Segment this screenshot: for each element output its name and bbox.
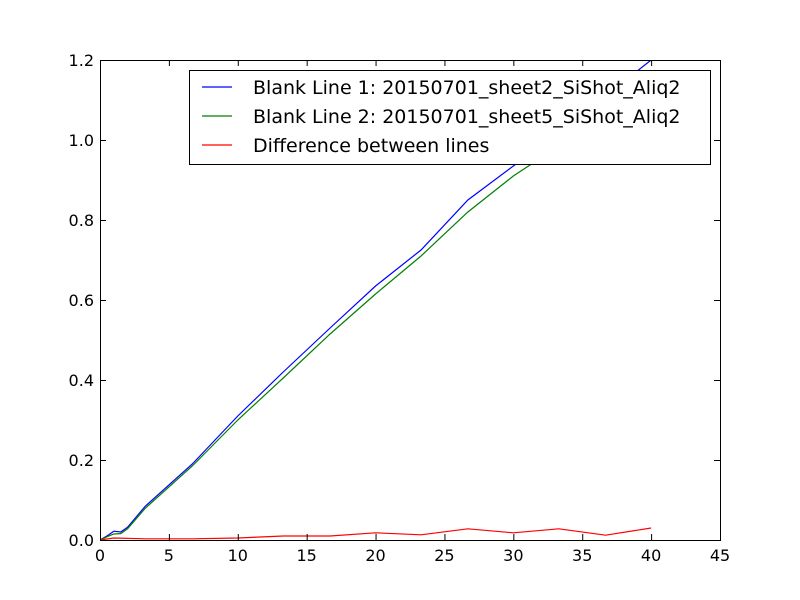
x-tick-label: 10	[228, 546, 248, 565]
x-tick-label: 0	[95, 546, 105, 565]
x-tick-label: 5	[164, 546, 174, 565]
y-tick-label: 0.2	[69, 451, 94, 470]
series-line-3	[100, 527, 652, 540]
axis-ticks	[100, 60, 721, 541]
y-tick-label: 0.8	[69, 211, 94, 230]
legend-label-2: Blank Line 2: 20150701_sheet5_SiShot_Ali…	[253, 106, 681, 128]
axis-tick-labels: 0 5 10 15 20 25 30 35 40 45 0.0 0.2 0.4 0.6 0.8 1.0 1.2	[69, 51, 731, 565]
x-tick-label: 45	[710, 546, 730, 565]
y-tick-label: 0.0	[69, 531, 94, 550]
legend-label-1: Blank Line 1: 20150701_sheet2_SiShot_Ali…	[253, 77, 681, 99]
x-tick-label: 25	[434, 546, 454, 565]
series-line-2	[100, 71, 652, 540]
x-tick-label: 40	[641, 546, 661, 565]
x-tick-label: 20	[365, 546, 385, 565]
y-tick-label: 1.2	[69, 51, 94, 70]
legend: Blank Line 1: 20150701_sheet2_SiShot_Ali…	[189, 70, 711, 165]
x-tick-label: 35	[572, 546, 592, 565]
legend-label-3: Difference between lines	[253, 135, 489, 157]
legend-box	[189, 70, 711, 165]
y-tick-label: 0.6	[69, 291, 94, 310]
y-tick-label: 1.0	[69, 131, 94, 150]
x-tick-label: 30	[503, 546, 523, 565]
y-tick-label: 0.4	[69, 371, 94, 390]
x-tick-label: 15	[296, 546, 316, 565]
